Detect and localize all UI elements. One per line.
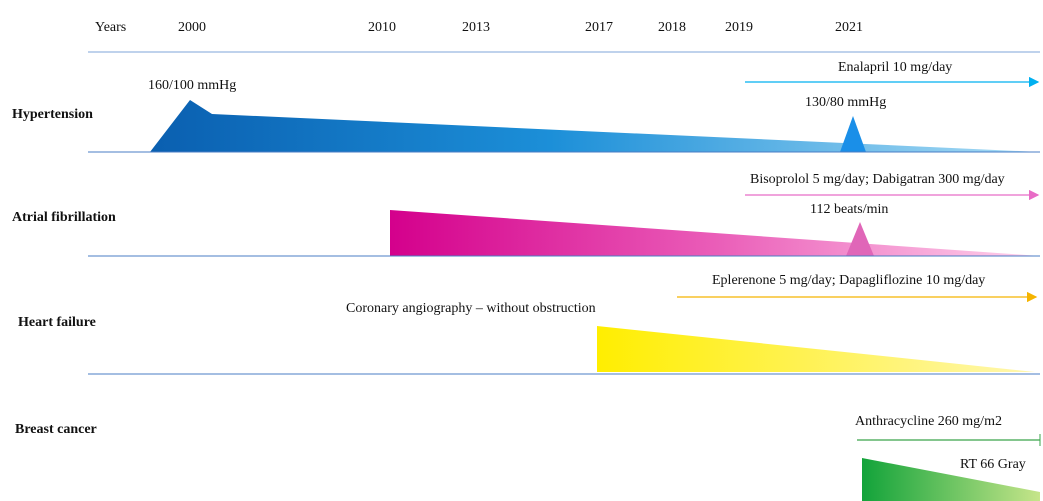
row-label: Breast cancer <box>15 422 97 437</box>
note: 160/100 mmHg <box>148 78 236 93</box>
trend-shape <box>390 210 1040 256</box>
therapy: Enalapril 10 mg/day <box>838 60 952 75</box>
year-label: 2019 <box>725 20 753 35</box>
marker-triangle <box>840 116 866 152</box>
year-label: 2000 <box>178 20 206 35</box>
marker-triangle <box>846 222 874 256</box>
note: 130/80 mmHg <box>805 95 886 110</box>
year-label: 2018 <box>658 20 686 35</box>
year-label: 2017 <box>585 20 613 35</box>
therapy: Bisoprolol 5 mg/day; Dabigatran 300 mg/d… <box>750 172 1005 187</box>
year-label: 2021 <box>835 20 863 35</box>
trend-shape <box>597 326 1035 372</box>
year-label: 2013 <box>462 20 490 35</box>
therapy: Eplerenone 5 mg/day; Dapagliflozine 10 m… <box>712 273 985 288</box>
trend-shape <box>150 100 1040 152</box>
row-label: Hypertension <box>12 107 93 122</box>
years-label: Years <box>95 20 126 35</box>
note: 112 beats/min <box>810 202 888 217</box>
note: RT 66 Gray <box>960 457 1026 472</box>
year-label: 2010 <box>368 20 396 35</box>
therapy: Anthracycline 260 mg/m2 <box>855 414 1002 429</box>
row-label: Atrial fibrillation <box>12 210 116 225</box>
row-label: Heart failure <box>18 315 96 330</box>
trend-shape <box>862 458 1040 501</box>
note: Coronary angiography – without obstructi… <box>346 301 596 316</box>
